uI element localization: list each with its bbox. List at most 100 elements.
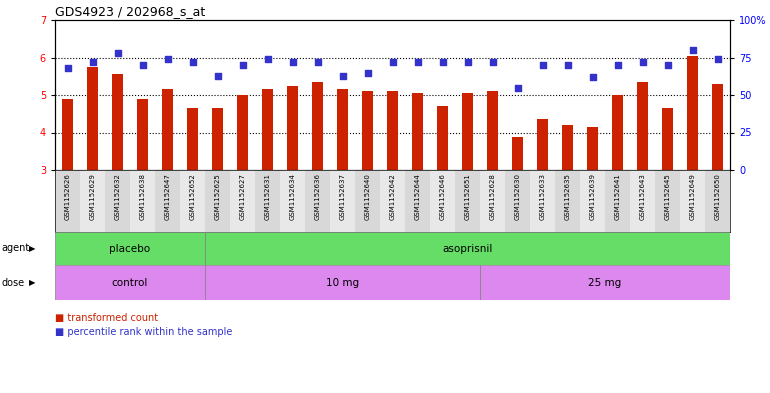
Bar	[387, 91, 398, 170]
Bar	[437, 106, 448, 170]
Bar	[480, 265, 730, 300]
Bar	[587, 127, 598, 170]
Bar	[705, 170, 730, 232]
Bar	[312, 82, 323, 170]
Text: GSM1152652: GSM1152652	[189, 173, 196, 220]
Text: placebo: placebo	[109, 244, 151, 253]
Text: dose: dose	[2, 277, 25, 288]
Text: GSM1152647: GSM1152647	[165, 173, 170, 220]
Text: ▶: ▶	[29, 244, 35, 253]
Bar	[487, 91, 498, 170]
Bar	[80, 170, 105, 232]
Bar	[280, 170, 305, 232]
Text: GDS4923 / 202968_s_at: GDS4923 / 202968_s_at	[55, 5, 206, 18]
Bar	[405, 170, 430, 232]
Bar	[512, 137, 523, 170]
Text: control: control	[112, 277, 148, 288]
Point	[361, 69, 373, 75]
Text: GSM1152637: GSM1152637	[340, 173, 346, 220]
Point	[186, 59, 199, 65]
Point	[586, 74, 598, 80]
Bar	[105, 170, 130, 232]
Bar	[637, 82, 648, 170]
Text: GSM1152627: GSM1152627	[239, 173, 246, 220]
Point	[611, 62, 624, 68]
Point	[636, 59, 648, 65]
Point	[661, 62, 674, 68]
Point	[711, 56, 724, 62]
Bar	[330, 170, 355, 232]
Point	[437, 59, 449, 65]
Point	[62, 65, 74, 71]
Bar	[537, 119, 548, 170]
Text: GSM1152646: GSM1152646	[440, 173, 446, 220]
Bar	[237, 95, 248, 170]
Bar	[687, 56, 698, 170]
Text: GSM1152625: GSM1152625	[215, 173, 220, 220]
Text: asoprisnil: asoprisnil	[442, 244, 493, 253]
Point	[686, 47, 698, 53]
Text: agent: agent	[2, 244, 30, 253]
Bar	[462, 93, 473, 170]
Bar	[712, 84, 723, 170]
Bar	[205, 265, 480, 300]
Text: ■ transformed count: ■ transformed count	[55, 313, 158, 323]
Point	[411, 59, 424, 65]
Bar	[680, 170, 705, 232]
Text: GSM1152635: GSM1152635	[564, 173, 571, 220]
Text: GSM1152629: GSM1152629	[89, 173, 95, 220]
Text: GSM1152632: GSM1152632	[115, 173, 120, 220]
Bar	[55, 170, 80, 232]
Text: GSM1152650: GSM1152650	[715, 173, 721, 220]
Bar	[180, 170, 205, 232]
Bar	[205, 170, 230, 232]
Bar	[137, 99, 148, 170]
Bar	[555, 170, 580, 232]
Text: GSM1152639: GSM1152639	[590, 173, 595, 220]
Point	[236, 62, 249, 68]
Bar	[505, 170, 530, 232]
Point	[311, 59, 323, 65]
Bar	[337, 89, 348, 170]
Text: GSM1152633: GSM1152633	[540, 173, 545, 220]
Text: ▶: ▶	[29, 278, 35, 287]
Bar	[55, 265, 205, 300]
Bar	[230, 170, 255, 232]
Point	[112, 50, 124, 56]
Bar	[655, 170, 680, 232]
Point	[511, 84, 524, 91]
Bar	[662, 108, 673, 170]
Bar	[480, 170, 505, 232]
Text: GSM1152641: GSM1152641	[614, 173, 621, 220]
Bar	[87, 67, 98, 170]
Bar	[362, 91, 373, 170]
Text: GSM1152644: GSM1152644	[414, 173, 420, 220]
Bar	[155, 170, 180, 232]
Text: GSM1152643: GSM1152643	[640, 173, 645, 220]
Text: GSM1152631: GSM1152631	[265, 173, 270, 220]
Text: GSM1152645: GSM1152645	[665, 173, 671, 220]
Text: GSM1152642: GSM1152642	[390, 173, 396, 220]
Bar	[305, 170, 330, 232]
Bar	[630, 170, 655, 232]
Bar	[455, 170, 480, 232]
Text: GSM1152630: GSM1152630	[514, 173, 521, 220]
Text: GSM1152651: GSM1152651	[464, 173, 470, 220]
Point	[211, 72, 223, 79]
Bar	[380, 170, 405, 232]
Point	[487, 59, 499, 65]
Bar	[612, 95, 623, 170]
Text: GSM1152649: GSM1152649	[689, 173, 695, 220]
Point	[162, 56, 174, 62]
Bar	[205, 232, 730, 265]
Text: ■ percentile rank within the sample: ■ percentile rank within the sample	[55, 327, 233, 337]
Text: 10 mg: 10 mg	[326, 277, 359, 288]
Text: GSM1152628: GSM1152628	[490, 173, 496, 220]
Bar	[55, 232, 205, 265]
Bar	[262, 89, 273, 170]
Bar	[562, 125, 573, 170]
Bar	[605, 170, 630, 232]
Bar	[287, 86, 298, 170]
Bar	[412, 93, 424, 170]
Point	[136, 62, 149, 68]
